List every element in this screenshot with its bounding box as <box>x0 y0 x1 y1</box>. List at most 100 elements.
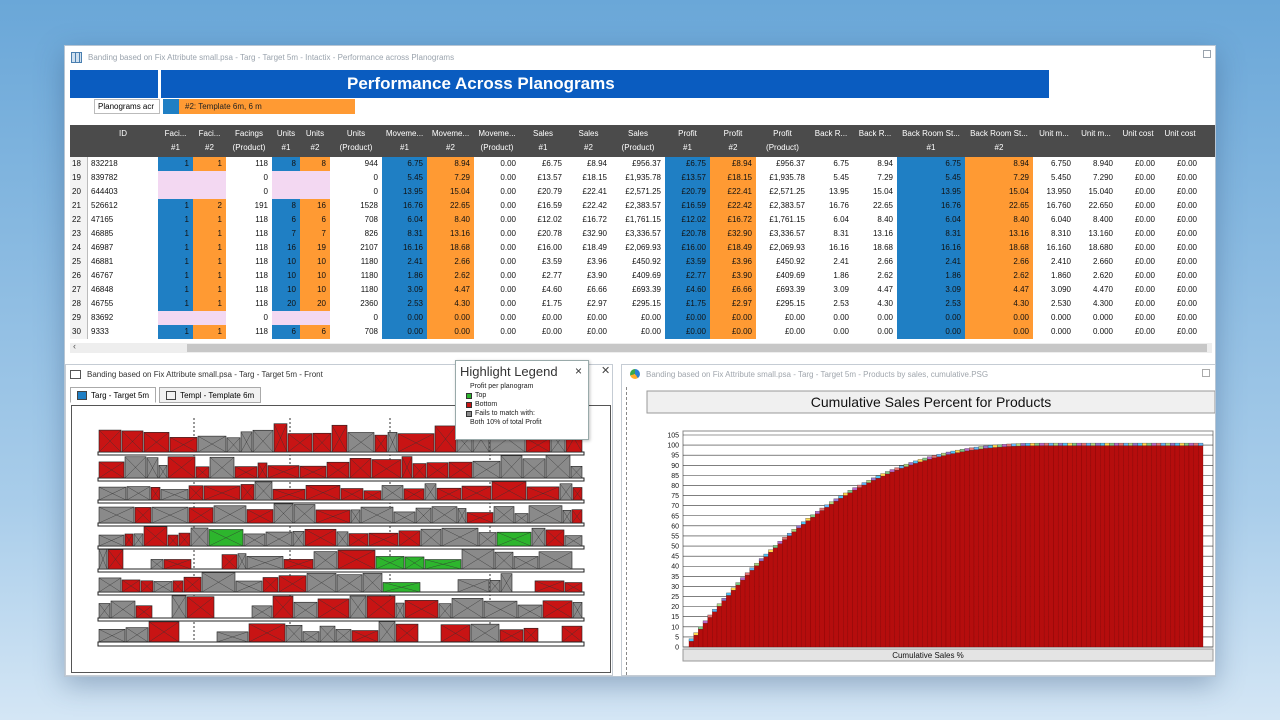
front-view-close-button[interactable]: ✕ <box>601 365 611 377</box>
column-header[interactable]: Units #1 <box>272 125 300 157</box>
table-cell[interactable]: 16.76 <box>897 199 965 213</box>
column-header[interactable]: Back Room St... #2 <box>965 125 1033 157</box>
table-cell[interactable]: £18.49 <box>582 243 607 252</box>
table-cell[interactable]: £3,336.57 <box>625 229 661 238</box>
table-row[interactable]: 26 46767 1 1 118 10 10 1180 1.86 2.62 0.00 £2.77 £3.… <box>70 269 1215 283</box>
table-cell[interactable]: 6.750 <box>1050 159 1071 168</box>
table-cell[interactable]: 13.95 <box>382 185 427 199</box>
table-cell[interactable]: 13.95 <box>828 187 849 196</box>
table-row[interactable]: 18 832218 1 1 118 8 8 944 6.75 8.94 0.00 £6.75 £8.94… <box>70 157 1215 171</box>
table-cell[interactable]: 1 <box>193 325 226 339</box>
table-cell[interactable]: £2,571.25 <box>769 187 805 196</box>
table-cell[interactable]: 7 <box>272 227 300 241</box>
table-cell[interactable]: £2.97 <box>586 299 607 308</box>
table-cell[interactable]: £16.72 <box>710 213 756 227</box>
table-cell[interactable]: £16.59 <box>665 199 710 213</box>
table-cell[interactable]: £0.00 <box>1134 257 1155 266</box>
table-cell[interactable]: 16.16 <box>828 243 849 252</box>
table-cell[interactable]: 0.000 <box>1092 327 1113 336</box>
table-cell[interactable]: 2107 <box>360 243 378 252</box>
table-cell[interactable]: £0.00 <box>1176 243 1197 252</box>
table-cell[interactable]: 8.94 <box>877 159 893 168</box>
horizontal-scrollbar[interactable]: ‹ <box>70 341 1212 353</box>
table-cell[interactable]: £12.02 <box>537 215 562 224</box>
table-cell[interactable]: 13.160 <box>1088 229 1113 238</box>
table-cell[interactable] <box>272 171 300 185</box>
table-cell[interactable]: £0.00 <box>541 327 562 336</box>
column-header[interactable]: Moveme... #1 <box>382 125 427 157</box>
table-cell[interactable]: 118 <box>255 327 268 336</box>
table-cell[interactable]: 3.09 <box>833 285 849 294</box>
table-row[interactable]: 19 839782 0 0 5.45 7.29 0.00 £13.57 £18.15 £1,935… <box>70 171 1215 185</box>
column-header[interactable]: Back R... <box>853 125 897 157</box>
table-cell[interactable]: £3.96 <box>586 257 607 266</box>
table-cell[interactable]: 0 <box>263 313 268 322</box>
table-row[interactable]: 30 9333 1 1 118 6 6 708 0.00 0.00 0.00 £0.00 £0.00 £0… <box>70 325 1215 339</box>
table-cell[interactable]: 2360 <box>360 299 378 308</box>
table-cell[interactable]: 118 <box>255 271 268 280</box>
table-cell[interactable]: 3.090 <box>1050 285 1071 294</box>
column-header[interactable]: Unit cost <box>1117 125 1159 157</box>
table-cell[interactable]: £3.90 <box>586 271 607 280</box>
table-cell[interactable]: 832218 <box>91 159 118 168</box>
column-header[interactable]: Back Room St... #1 <box>897 125 965 157</box>
table-cell[interactable]: £22.41 <box>710 185 756 199</box>
column-header[interactable]: Profit #1 <box>665 125 710 157</box>
table-cell[interactable]: £8.94 <box>710 157 756 171</box>
table-cell[interactable]: £693.39 <box>632 285 661 294</box>
table-cell[interactable]: 7.29 <box>427 171 474 185</box>
row-number[interactable]: 26 <box>70 269 88 283</box>
table-cell[interactable]: £32.90 <box>582 229 607 238</box>
table-cell[interactable]: 118 <box>255 229 268 238</box>
table-cell[interactable]: 1.86 <box>833 271 849 280</box>
table-cell[interactable]: 1180 <box>360 257 378 266</box>
table-cell[interactable]: 2.530 <box>1050 299 1071 308</box>
table-cell[interactable]: 0 <box>373 313 378 322</box>
column-header[interactable]: Sales #2 <box>566 125 611 157</box>
table-cell[interactable]: 0 <box>263 173 268 182</box>
table-cell[interactable]: 526612 <box>91 201 118 210</box>
table-cell[interactable]: 22.650 <box>1088 201 1113 210</box>
table-cell[interactable]: 6 <box>272 325 300 339</box>
performance-window-titlebar[interactable]: Banding based on Fix Attribute small.psa… <box>65 46 1215 68</box>
table-cell[interactable]: 4.30 <box>877 299 893 308</box>
column-header[interactable]: Profit #2 <box>710 125 756 157</box>
table-cell[interactable]: 16 <box>272 241 300 255</box>
table-cell[interactable]: £0.00 <box>665 325 710 339</box>
column-header[interactable]: Unit cost <box>1159 125 1201 157</box>
table-cell[interactable]: 0.000 <box>1050 327 1071 336</box>
table-cell[interactable]: £0.00 <box>1176 271 1197 280</box>
table-cell[interactable]: 8.40 <box>965 213 1033 227</box>
column-header[interactable]: Moveme... #2 <box>427 125 474 157</box>
table-cell[interactable]: £8.94 <box>586 159 607 168</box>
column-header[interactable]: Units #2 <box>300 125 330 157</box>
table-cell[interactable]: £2.97 <box>710 297 756 311</box>
table-cell[interactable]: 6.75 <box>833 159 849 168</box>
table-cell[interactable]: £0.00 <box>710 311 756 325</box>
table-cell[interactable]: £3.90 <box>710 269 756 283</box>
table-cell[interactable] <box>193 171 226 185</box>
table-cell[interactable]: 4.47 <box>965 283 1033 297</box>
table-cell[interactable]: 6.04 <box>897 213 965 227</box>
table-cell[interactable] <box>300 171 330 185</box>
table-cell[interactable]: 15.04 <box>872 187 893 196</box>
table-cell[interactable]: £0.00 <box>640 327 661 336</box>
table-row[interactable]: 28 46755 1 1 118 20 20 2360 2.53 4.30 0.00 £1.75 £2.… <box>70 297 1215 311</box>
column-header[interactable]: Unit m... <box>1075 125 1117 157</box>
table-cell[interactable]: £409.69 <box>776 271 805 280</box>
table-cell[interactable]: £0.00 <box>1134 285 1155 294</box>
table-cell[interactable]: 7.29 <box>965 171 1033 185</box>
table-cell[interactable]: 18.68 <box>427 241 474 255</box>
table-cell[interactable] <box>300 311 330 325</box>
column-header[interactable]: Moveme... (Product) <box>474 125 520 157</box>
table-cell[interactable]: 1 <box>158 241 193 255</box>
table-cell[interactable]: 1.86 <box>382 269 427 283</box>
table-cell[interactable]: 1 <box>158 269 193 283</box>
table-cell[interactable]: £3.59 <box>665 255 710 269</box>
table-cell[interactable]: £16.72 <box>582 215 607 224</box>
table-cell[interactable]: 6 <box>272 213 300 227</box>
table-cell[interactable]: 0.00 <box>500 313 516 322</box>
table-cell[interactable]: 5.45 <box>897 171 965 185</box>
column-header[interactable]: Sales (Product) <box>611 125 665 157</box>
table-cell[interactable]: 8 <box>300 157 330 171</box>
